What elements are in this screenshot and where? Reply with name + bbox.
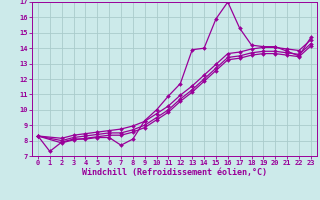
X-axis label: Windchill (Refroidissement éolien,°C): Windchill (Refroidissement éolien,°C) [82, 168, 267, 177]
